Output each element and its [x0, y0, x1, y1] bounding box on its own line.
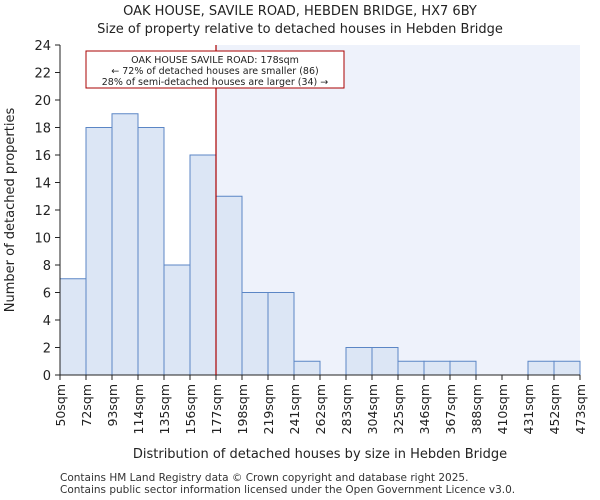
y-tick-label: 18	[34, 122, 51, 137]
y-tick-label: 14	[34, 177, 51, 192]
y-tick-label: 0	[43, 369, 51, 384]
y-tick-label: 12	[34, 204, 51, 219]
bar	[423, 360, 451, 376]
x-tick-label: 346sqm	[417, 384, 432, 434]
bar	[397, 360, 425, 376]
bar	[293, 360, 321, 376]
x-tick-label: 304sqm	[365, 384, 380, 434]
x-tick-label: 388sqm	[469, 384, 484, 434]
footer-licence: Contains public sector information licen…	[60, 484, 516, 496]
y-tick-label: 10	[34, 232, 51, 247]
bar	[527, 360, 555, 376]
y-tick-label: 6	[43, 287, 51, 302]
x-tick-label: 93sqm	[105, 384, 120, 427]
x-tick-label: 367sqm	[443, 384, 458, 434]
chart-title: OAK HOUSE, SAVILE ROAD, HEBDEN BRIDGE, H…	[123, 4, 477, 19]
x-tick-label: 283sqm	[339, 384, 354, 434]
x-axis-label: Distribution of detached houses by size …	[133, 447, 507, 462]
y-tick-label: 20	[34, 94, 51, 109]
footer-copyright: Contains HM Land Registry data © Crown c…	[60, 472, 469, 484]
bar	[189, 154, 217, 376]
x-tick-label: 262sqm	[313, 384, 328, 434]
bar	[59, 278, 87, 376]
y-tick-label: 24	[34, 39, 51, 54]
x-tick-label: 156sqm	[183, 384, 198, 434]
x-tick-label: 431sqm	[521, 384, 536, 434]
bar	[163, 264, 191, 376]
x-tick-label: 325sqm	[391, 384, 406, 434]
y-tick-label: 16	[34, 149, 51, 164]
y-tick-label: 22	[34, 67, 51, 82]
x-tick-label: 452sqm	[547, 384, 562, 434]
bar	[85, 127, 113, 376]
y-tick-label: 2	[43, 342, 51, 357]
bar	[267, 292, 295, 376]
bar	[553, 360, 581, 376]
y-axis-label: Number of detached properties	[3, 108, 18, 313]
x-tick-label: 410sqm	[495, 384, 510, 434]
x-tick-label: 219sqm	[261, 384, 276, 434]
x-tick-label: 198sqm	[235, 384, 250, 434]
bar	[241, 292, 269, 376]
annotation-box	[85, 50, 345, 89]
bar	[345, 347, 373, 376]
y-tick-label: 4	[43, 314, 51, 329]
bar	[111, 113, 139, 376]
x-tick-label: 177sqm	[209, 384, 224, 434]
x-tick-label: 473sqm	[573, 384, 588, 434]
bar	[137, 127, 165, 376]
x-tick-label: 114sqm	[131, 384, 146, 434]
y-tick-label: 8	[43, 259, 51, 274]
annotation-line-2: ← 72% of detached houses are smaller (86…	[111, 66, 318, 77]
annotation-line-3: 28% of semi-detached houses are larger (…	[102, 77, 329, 88]
x-tick-label: 135sqm	[157, 384, 172, 434]
x-tick-label: 241sqm	[287, 384, 302, 434]
chart-subtitle: Size of property relative to detached ho…	[97, 22, 503, 37]
bar	[371, 347, 399, 376]
x-tick-label: 50sqm	[53, 384, 68, 427]
bar	[449, 360, 477, 376]
x-tick-label: 72sqm	[79, 384, 94, 427]
annotation-line-1: OAK HOUSE SAVILE ROAD: 178sqm	[131, 55, 299, 66]
bar	[215, 195, 243, 376]
